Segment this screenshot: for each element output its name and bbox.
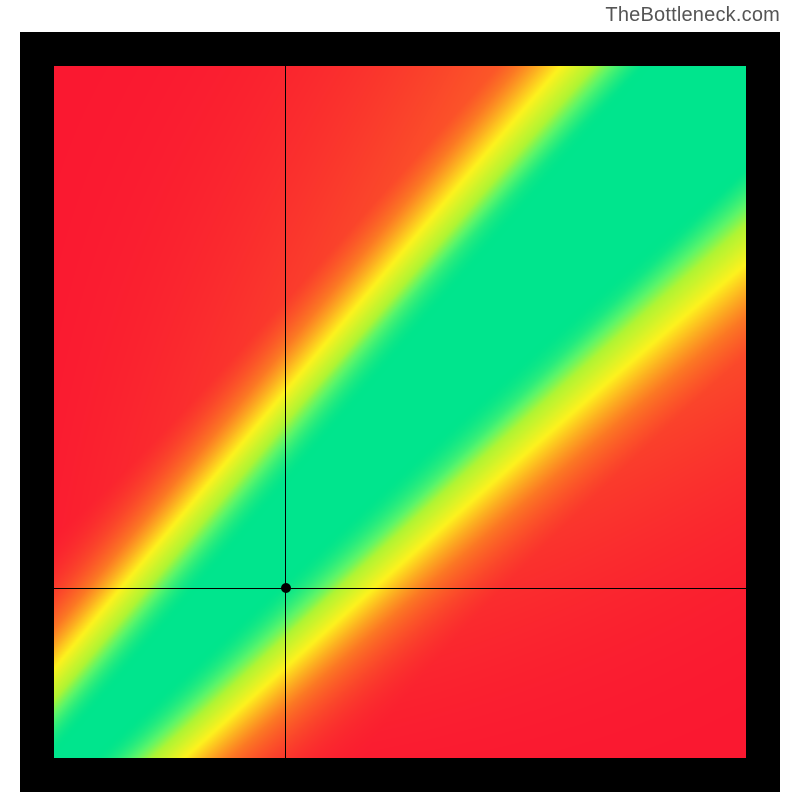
crosshair-horizontal (54, 588, 746, 589)
heatmap-canvas (54, 66, 746, 758)
crosshair-vertical (285, 66, 286, 758)
attribution-text: TheBottleneck.com (605, 4, 780, 27)
heatmap-plot-area (54, 66, 746, 758)
marker-dot (281, 583, 291, 593)
chart-container: TheBottleneck.com (0, 0, 800, 800)
